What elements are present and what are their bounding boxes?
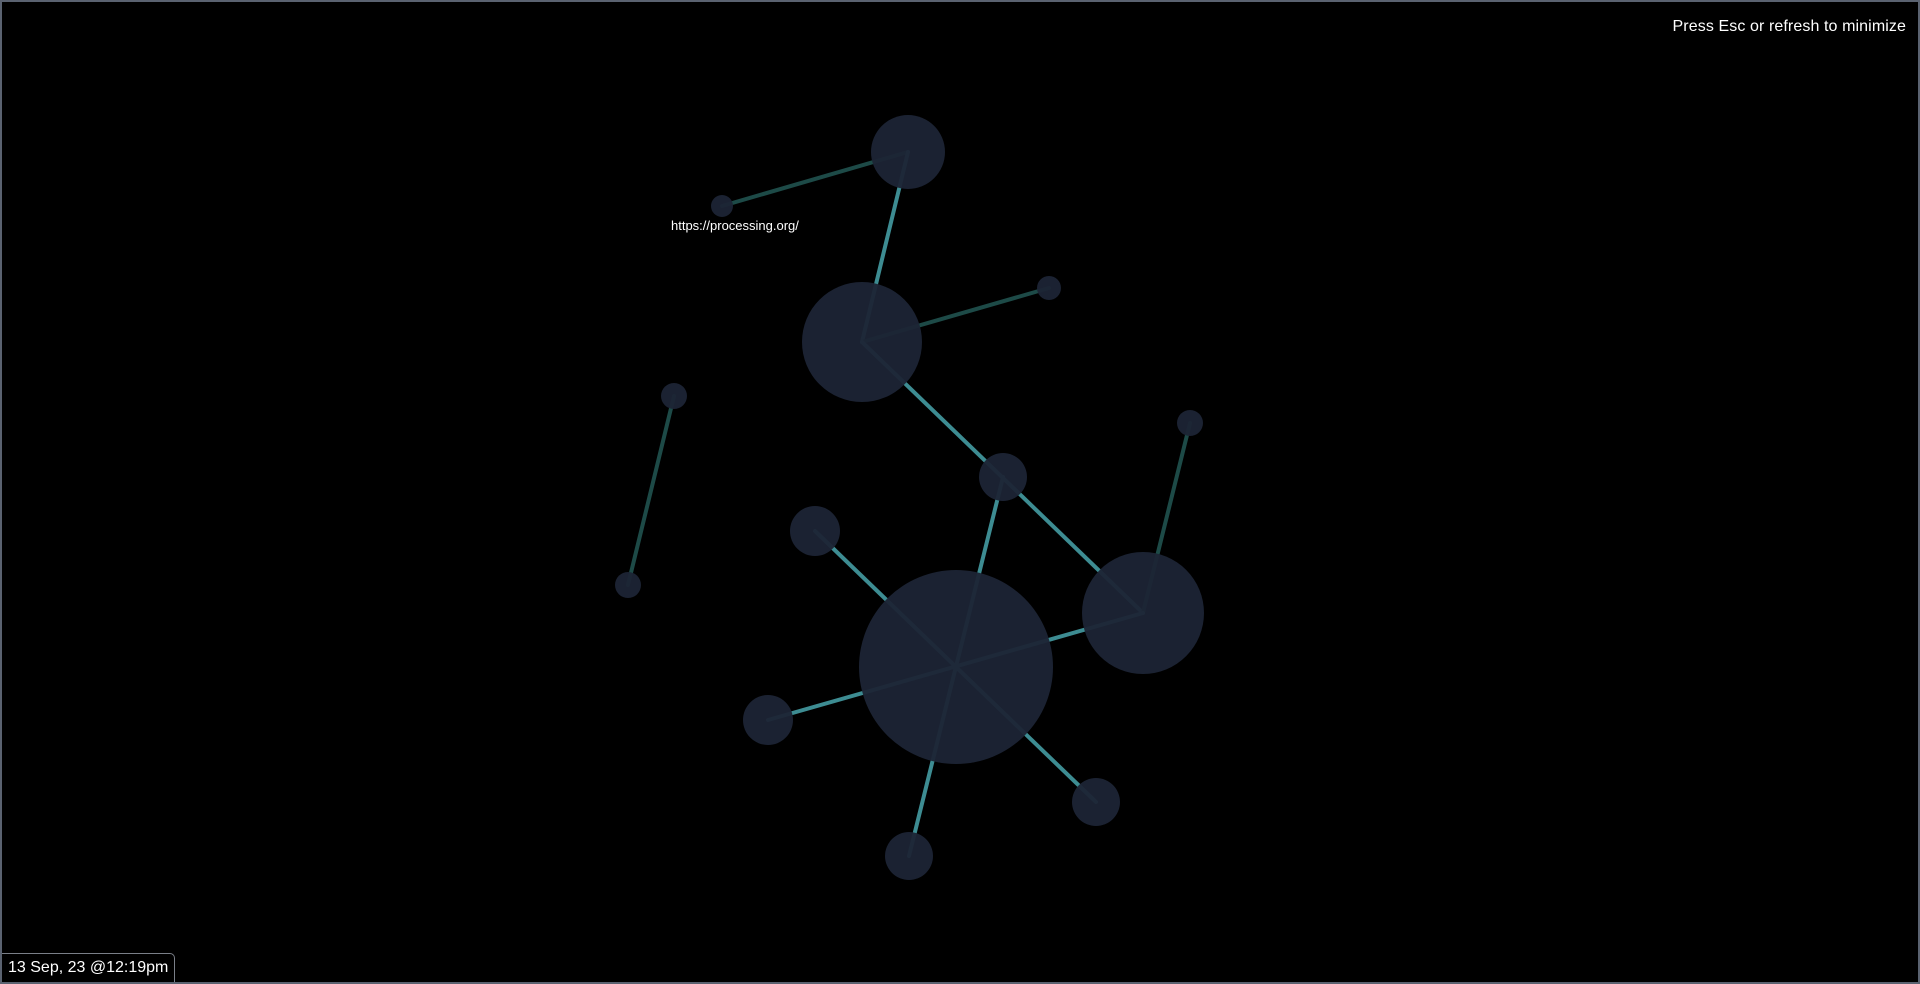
graph-node[interactable] <box>1037 276 1061 300</box>
graph-node[interactable] <box>1177 410 1203 436</box>
graph-node[interactable] <box>885 832 933 880</box>
graph-node[interactable] <box>1072 778 1120 826</box>
graph-labels: https://processing.org/ <box>671 218 799 233</box>
graph-node[interactable] <box>859 570 1053 764</box>
graph-node[interactable] <box>871 115 945 189</box>
node-label: https://processing.org/ <box>671 218 799 233</box>
timestamp-badge: 13 Sep, 23 @12:19pm <box>2 953 176 982</box>
graph-nodes <box>615 115 1204 880</box>
minimize-hint: Press Esc or refresh to minimize <box>1672 18 1906 35</box>
graph-node[interactable] <box>661 383 687 409</box>
graph-node[interactable] <box>802 282 922 402</box>
graph-node[interactable] <box>790 506 840 556</box>
graph-node[interactable] <box>615 572 641 598</box>
graph-node[interactable] <box>711 195 733 217</box>
graph-node[interactable] <box>743 695 793 745</box>
graph-node[interactable] <box>979 453 1027 501</box>
graph-node[interactable] <box>1082 552 1204 674</box>
graph-edge <box>626 394 676 587</box>
